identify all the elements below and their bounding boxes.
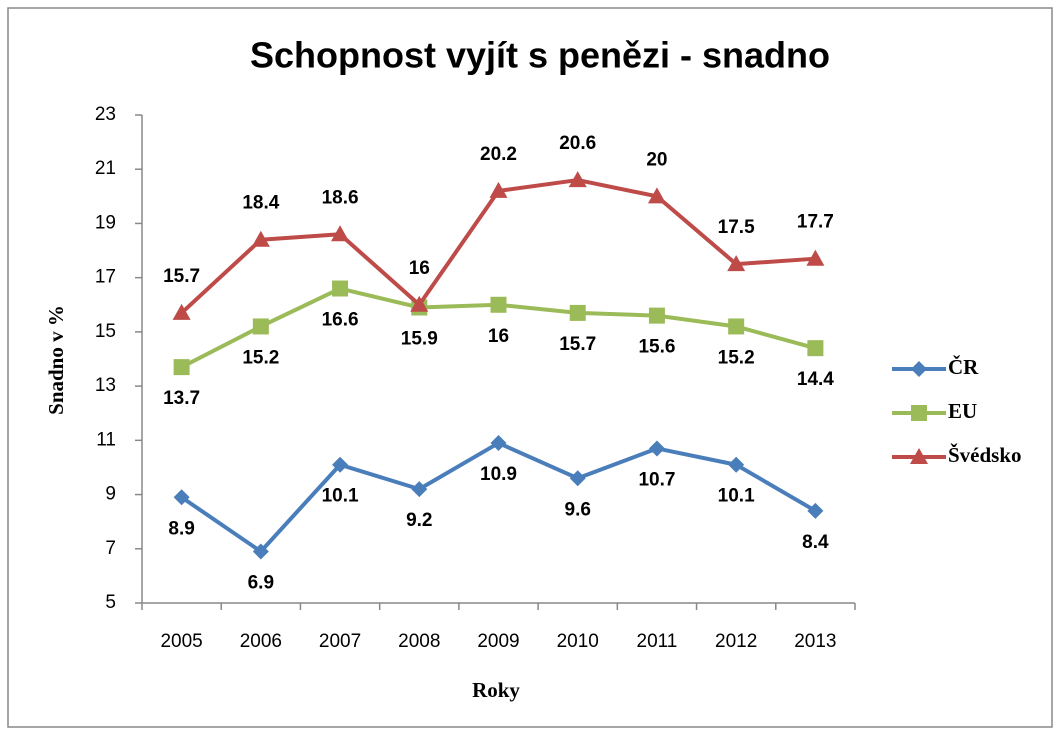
y-tick-label: 11 bbox=[96, 429, 116, 450]
y-tick-label: 9 bbox=[105, 484, 116, 505]
data-label: 16 bbox=[409, 258, 430, 279]
legend-label: EU bbox=[948, 399, 977, 423]
triangle-marker bbox=[806, 249, 825, 266]
data-label: 15.2 bbox=[242, 347, 279, 368]
square-marker bbox=[490, 296, 507, 313]
diamond-marker bbox=[807, 502, 824, 519]
diamond-marker bbox=[648, 440, 665, 457]
diamond-marker bbox=[911, 361, 927, 377]
x-tick-label: 2010 bbox=[557, 631, 599, 652]
y-tick-label: 13 bbox=[95, 375, 116, 396]
data-label: 9.6 bbox=[565, 499, 591, 520]
data-label: 15.9 bbox=[401, 329, 438, 350]
data-label: 8.4 bbox=[802, 532, 829, 553]
diamond-marker bbox=[332, 456, 349, 473]
square-marker bbox=[728, 318, 745, 335]
y-tick-label: 19 bbox=[95, 212, 116, 233]
triangle-marker bbox=[331, 225, 350, 242]
y-tick-label: 15 bbox=[95, 321, 116, 342]
x-tick-label: 2008 bbox=[398, 631, 440, 652]
triangle-marker bbox=[410, 295, 429, 312]
square-marker bbox=[252, 318, 269, 335]
x-axis-title: Roky bbox=[472, 678, 520, 702]
diamond-marker bbox=[490, 435, 507, 452]
data-label: 15.7 bbox=[559, 334, 596, 355]
data-label: 15.7 bbox=[163, 266, 200, 287]
data-label: 18.6 bbox=[322, 187, 359, 208]
square-marker bbox=[648, 307, 665, 324]
triangle-marker bbox=[489, 181, 508, 198]
data-label: 13.7 bbox=[163, 388, 200, 409]
data-label: 10.7 bbox=[638, 469, 675, 490]
data-label: 10.9 bbox=[480, 464, 517, 485]
legend-label: Švédsko bbox=[948, 443, 1022, 467]
square-marker bbox=[569, 304, 586, 321]
diamond-marker bbox=[252, 543, 269, 560]
data-label: 8.9 bbox=[168, 518, 194, 539]
data-label: 17.5 bbox=[718, 217, 755, 238]
legend-label: ČR bbox=[948, 355, 979, 379]
square-marker bbox=[332, 280, 349, 297]
data-label: 17.7 bbox=[797, 212, 834, 233]
y-axis-title: Snadno v % bbox=[44, 305, 68, 415]
data-label: 15.2 bbox=[718, 347, 755, 368]
triangle-marker bbox=[727, 255, 746, 272]
data-label: 16 bbox=[488, 326, 509, 347]
x-tick-label: 2013 bbox=[794, 631, 836, 652]
data-label: 15.6 bbox=[638, 337, 675, 358]
x-tick-label: 2007 bbox=[319, 631, 361, 652]
square-marker bbox=[173, 359, 190, 376]
data-label: 6.9 bbox=[248, 573, 274, 594]
y-tick-label: 7 bbox=[105, 538, 116, 559]
data-label: 14.4 bbox=[797, 369, 834, 390]
x-tick-label: 2009 bbox=[477, 631, 519, 652]
data-label: 20.2 bbox=[480, 144, 517, 165]
diamond-marker bbox=[411, 481, 428, 498]
x-tick-label: 2005 bbox=[160, 631, 202, 652]
data-label: 10.1 bbox=[322, 486, 359, 507]
x-tick-label: 2006 bbox=[240, 631, 282, 652]
y-tick-label: 23 bbox=[95, 104, 116, 125]
x-tick-label: 2012 bbox=[715, 631, 757, 652]
y-tick-label: 17 bbox=[95, 267, 116, 288]
y-tick-label: 5 bbox=[105, 592, 116, 613]
data-label: 18.4 bbox=[242, 193, 279, 214]
triangle-marker bbox=[251, 230, 270, 247]
diamond-marker bbox=[173, 489, 190, 506]
data-label: 16.6 bbox=[322, 310, 359, 331]
triangle-marker bbox=[172, 303, 191, 320]
y-tick-label: 21 bbox=[95, 158, 116, 179]
data-label: 9.2 bbox=[406, 510, 432, 531]
x-tick-label: 2011 bbox=[637, 631, 678, 652]
data-label: 20 bbox=[646, 149, 667, 170]
data-label: 20.6 bbox=[559, 133, 596, 154]
data-label: 10.1 bbox=[718, 486, 755, 507]
diamond-marker bbox=[569, 470, 586, 487]
triangle-marker bbox=[568, 171, 587, 188]
square-marker bbox=[807, 340, 824, 357]
triangle-marker bbox=[647, 187, 666, 204]
triangle-marker bbox=[910, 448, 928, 464]
diamond-marker bbox=[728, 456, 745, 473]
square-marker bbox=[911, 405, 927, 421]
chart-title: Schopnost vyjít s penězi - snadno bbox=[250, 35, 830, 76]
